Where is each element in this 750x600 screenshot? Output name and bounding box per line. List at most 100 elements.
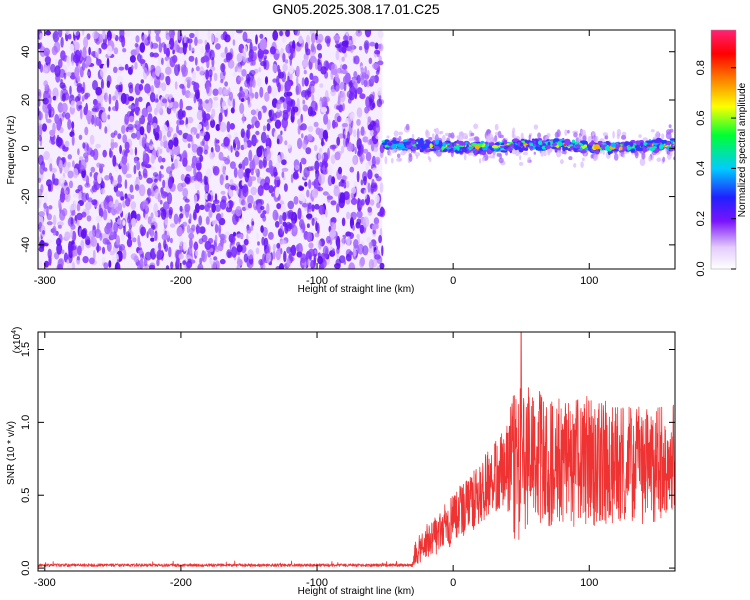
noise-cell — [60, 175, 65, 184]
noise-cell — [327, 147, 330, 160]
noise-cell — [302, 104, 309, 112]
noise-cell — [257, 110, 262, 121]
noise-cell — [272, 30, 279, 41]
noise-cell — [296, 97, 300, 109]
signal-halo-cell — [428, 136, 433, 141]
signal-halo-cell — [479, 158, 482, 164]
noise-cell — [134, 184, 140, 191]
noise-cell — [105, 218, 111, 224]
noise-cell — [194, 56, 198, 66]
noise-cell — [188, 55, 195, 62]
noise-cell — [219, 258, 226, 265]
noise-cell — [92, 31, 99, 39]
noise-cell — [255, 247, 260, 255]
spectrogram-xlabel: Height of straight line (km) — [298, 284, 415, 295]
signal-cell — [528, 145, 534, 149]
noise-cell — [79, 57, 83, 62]
noise-cell — [284, 80, 292, 92]
noise-cell — [378, 43, 384, 52]
noise-cell — [323, 113, 329, 125]
noise-cell — [206, 57, 210, 69]
signal-halo-cell — [522, 151, 529, 156]
noise-cell — [280, 239, 287, 245]
signal-halo-cell — [665, 131, 672, 140]
noise-cell — [250, 176, 257, 182]
colorbar-tick-label: 0.8 — [695, 60, 707, 75]
noise-cell — [251, 221, 255, 226]
noise-cell — [237, 76, 244, 82]
noise-cell — [277, 82, 281, 93]
signal-cell — [646, 140, 653, 144]
noise-cell — [232, 39, 236, 46]
signal-cell — [381, 142, 388, 146]
noise-cell — [264, 76, 269, 85]
noise-cell — [246, 124, 252, 130]
noise-cell — [292, 171, 299, 180]
noise-cell — [177, 63, 181, 73]
noise-cell — [246, 227, 252, 234]
noise-cell — [376, 98, 383, 108]
noise-cell — [68, 33, 72, 40]
noise-cell — [338, 56, 343, 64]
noise-cell — [300, 253, 307, 264]
noise-cell — [334, 82, 340, 92]
colorbar-gradient — [711, 30, 736, 269]
noise-cell — [38, 199, 41, 209]
signal-halo-cell — [556, 150, 562, 158]
signal-cell — [615, 144, 621, 148]
noise-cell — [352, 155, 357, 166]
noise-cell — [241, 180, 245, 186]
noise-cell — [125, 197, 131, 207]
snr-xlabel: Height of straight line (km) — [298, 586, 415, 597]
noise-cell — [356, 170, 360, 183]
signal-halo-cell — [498, 157, 504, 164]
noise-cell — [180, 245, 183, 251]
noise-cell — [124, 63, 129, 71]
noise-cell — [342, 35, 349, 41]
noise-cell — [294, 30, 300, 36]
noise-cell — [191, 47, 195, 52]
noise-cell — [98, 163, 105, 168]
noise-cell — [166, 120, 170, 128]
signal-cell — [457, 146, 460, 151]
noise-cell — [156, 258, 160, 267]
noise-cell — [310, 85, 315, 94]
noise-cell — [249, 69, 256, 77]
noise-cell — [344, 30, 350, 36]
noise-cell — [203, 149, 208, 155]
noise-cell — [198, 98, 203, 109]
noise-cell — [125, 30, 131, 38]
noise-cell — [219, 199, 227, 210]
signal-cell — [670, 148, 674, 152]
noise-cell — [345, 180, 350, 189]
noise-cell — [365, 151, 372, 162]
noise-cell — [158, 42, 163, 53]
noise-cell — [88, 257, 95, 265]
noise-cell — [307, 258, 311, 268]
noise-cell — [282, 112, 289, 121]
signal-cell — [467, 146, 473, 149]
snr-xtick-label: 0 — [450, 577, 456, 589]
noise-cell — [229, 161, 236, 170]
noise-cell — [375, 134, 382, 140]
noise-cell — [124, 179, 128, 190]
noise-cell — [113, 130, 118, 136]
noise-cell — [176, 254, 180, 266]
noise-cell — [124, 113, 130, 125]
signal-cell — [564, 140, 571, 146]
noise-cell — [205, 168, 213, 179]
noise-cell — [168, 209, 173, 220]
noise-cell — [336, 115, 342, 123]
signal-cell — [604, 145, 611, 151]
noise-cell — [257, 241, 260, 246]
signal-cell — [579, 147, 583, 151]
noise-cell — [301, 202, 308, 208]
noise-cell — [149, 52, 154, 58]
noise-cell — [207, 30, 211, 40]
noise-cell — [191, 80, 195, 86]
noise-cell — [220, 212, 224, 218]
noise-cell — [80, 229, 87, 239]
noise-cell — [260, 205, 265, 211]
noise-cell — [311, 188, 319, 199]
noise-cell — [354, 146, 357, 155]
